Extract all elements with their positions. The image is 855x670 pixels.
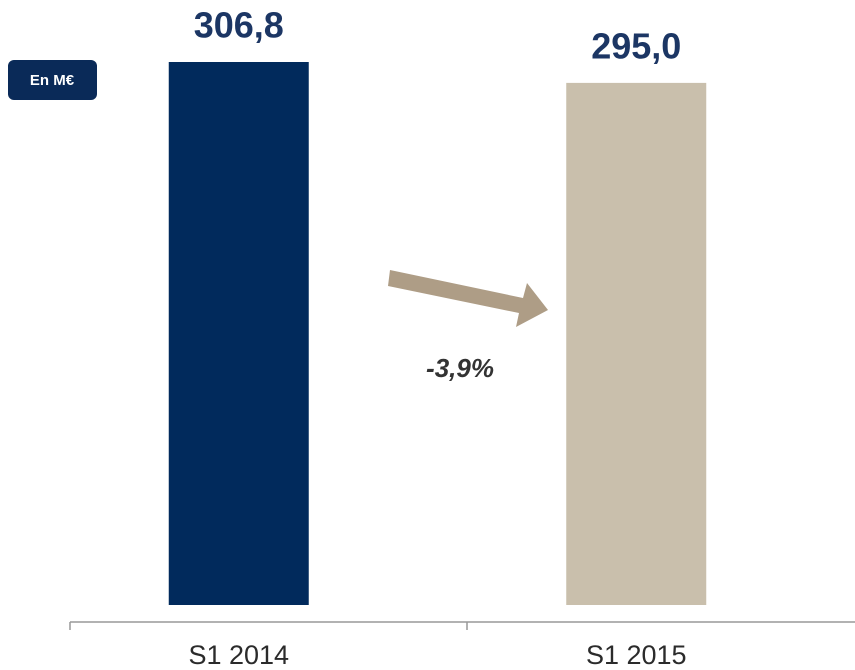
trend-arrow — [388, 270, 548, 327]
bar — [566, 82, 707, 605]
unit-label: En M€ — [30, 72, 75, 89]
bar — [168, 62, 309, 605]
change-annotation: -3,9% — [426, 353, 494, 383]
value-label: 306,8 — [194, 5, 284, 46]
value-label: 295,0 — [591, 25, 681, 66]
x-tick-label: S1 2015 — [586, 640, 687, 670]
x-tick-label: S1 2014 — [188, 640, 289, 670]
unit-badge — [8, 60, 97, 100]
